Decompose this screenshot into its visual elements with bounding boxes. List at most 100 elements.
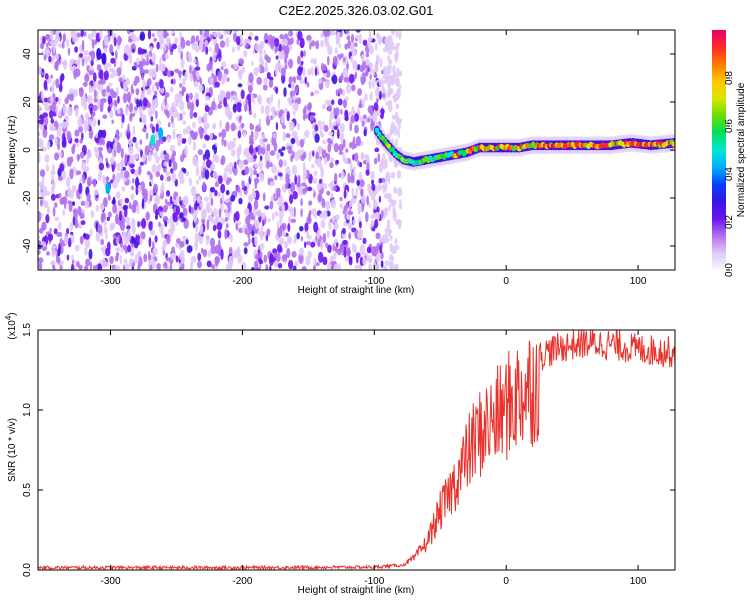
- spectrogram-noise-blob: [154, 97, 158, 107]
- spectrogram-noise-blob: [105, 233, 108, 240]
- spectrogram-noise-blob: [253, 199, 259, 210]
- spectrogram-noise-blob: [269, 200, 274, 210]
- spectrogram-noise-blob: [137, 221, 141, 228]
- spectrogram-noise-blob: [171, 30, 175, 35]
- spectrogram-noise-blob: [397, 129, 400, 139]
- spectrogram-noise-blob: [101, 97, 107, 104]
- spectrogram-noise-blob: [149, 264, 153, 270]
- spectrogram-noise-blob: [145, 60, 150, 66]
- snr-frame: [37, 329, 676, 571]
- spectrogram-noise-blob: [374, 63, 379, 73]
- spectrogram-noise-blob: [312, 265, 316, 270]
- spectrogram-noise-blob: [371, 179, 375, 185]
- spectrogram-noise-spot: [105, 182, 111, 195]
- spectrogram-noise-blob: [311, 163, 315, 168]
- spectrogram-noise-blob: [128, 202, 132, 210]
- spectrogram-noise-blob: [198, 84, 204, 92]
- spectrogram-noise-blob: [170, 102, 177, 112]
- spectrogram-noise-blob: [112, 203, 118, 214]
- spectrogram-noise-blob: [111, 164, 115, 173]
- spectrogram-noise-blob: [91, 111, 96, 117]
- spectrogram-noise-blob: [332, 186, 337, 191]
- spectrogram-noise-blob: [125, 216, 130, 224]
- spectrogram-noise-blob: [374, 147, 380, 153]
- spectrogram-noise-blob: [257, 144, 262, 156]
- spectrogram-noise-blob: [136, 98, 140, 108]
- spectrogram-noise-blob: [368, 79, 372, 90]
- spectrogram-noise-blob: [379, 244, 383, 254]
- spectrogram-noise-blob: [126, 154, 131, 162]
- spectrogram-noise-blob: [266, 228, 271, 237]
- spectrogram-noise-blob: [117, 234, 120, 243]
- spectrogram-noise-blob: [388, 261, 395, 270]
- spectrogram-noise-blob: [312, 177, 318, 184]
- spectrogram-noise-blob: [163, 161, 168, 167]
- spectrogram-noise-blob: [109, 256, 114, 264]
- spectrogram-noise-blob: [323, 64, 327, 72]
- spectrogram-noise-blob: [364, 93, 368, 102]
- spectrogram-noise-blob: [223, 30, 228, 36]
- spectrogram-noise-blob: [217, 191, 221, 198]
- spectrogram-noise-blob: [81, 58, 85, 67]
- spectrogram-noise-blob: [148, 250, 151, 262]
- spectrogram-noise-blob: [163, 42, 167, 52]
- spectrogram-noise-blob: [245, 215, 251, 225]
- spectrogram-noise-blob: [374, 42, 378, 51]
- spectrogram-noise-blob: [202, 181, 206, 192]
- spectrogram-noise-blob: [62, 196, 68, 205]
- spectrogram-noise-blob: [135, 37, 140, 42]
- spectrogram-noise-blob: [99, 169, 103, 178]
- spectrogram-noise-blob: [314, 124, 319, 132]
- spectrogram-noise-blob: [323, 72, 327, 77]
- spectrogram-noise-blob: [237, 69, 244, 77]
- spectrogram-noise-blob: [262, 192, 266, 202]
- spectrogram-noise-blob: [193, 202, 198, 211]
- spectrogram-noise-blob: [120, 247, 124, 253]
- spectrogram-noise-blob: [78, 125, 83, 133]
- spectrogram-noise-blob: [78, 53, 83, 58]
- spectrogram-noise-blob: [347, 39, 352, 49]
- spectrogram-noise-blob: [175, 205, 180, 215]
- spectrogram-noise-blob: [285, 182, 289, 190]
- spectrogram-noise-blob: [230, 90, 235, 96]
- spectrogram-noise-blob: [269, 150, 276, 156]
- spectrogram-noise-blob: [67, 106, 73, 117]
- spectrogram-noise-blob: [40, 212, 44, 219]
- spectrogram-noise-blob: [398, 30, 402, 40]
- spectrogram-noise-blob: [371, 183, 376, 192]
- spectrogram-noise-blob: [74, 46, 78, 53]
- spectrogram-noise-blob: [265, 150, 270, 160]
- spectrogram-noise-blob: [380, 260, 384, 268]
- spectrogram-noise-blob: [254, 235, 258, 247]
- spectrogram-noise-blob: [172, 161, 178, 171]
- spectrogram-noise-blob: [317, 78, 323, 84]
- spectrogram-noise-blob: [69, 58, 75, 65]
- spectrogram-noise-blob: [43, 54, 47, 61]
- spectrogram-noise-blob: [231, 141, 236, 149]
- colorbar-tick-label: 0.2: [724, 215, 735, 229]
- spectrogram-noise-blob: [179, 113, 183, 121]
- spectrogram-noise-blob: [227, 77, 230, 82]
- spectrogram-noise-blob: [148, 189, 154, 199]
- spectrogram-noise-blob: [362, 97, 365, 109]
- spectrogram-noise-blob: [249, 169, 253, 180]
- spectrogram-noise-blob: [162, 240, 167, 248]
- spectrogram-noise-blob: [347, 172, 351, 184]
- spectrogram-noise-blob: [115, 129, 120, 137]
- spectrogram-noise-blob: [260, 105, 265, 114]
- spectrogram-noise-blob: [209, 237, 216, 248]
- spectrogram-noise-blob: [375, 253, 381, 263]
- spectrogram-noise-blob: [254, 260, 258, 269]
- spectrogram-noise-blob: [388, 204, 391, 212]
- spectrogram-noise-blob: [51, 83, 55, 93]
- spectrogram-noise-blob: [306, 35, 312, 41]
- spectrogram-noise-blob: [132, 48, 135, 53]
- spectrogram-noise-blob: [389, 128, 394, 136]
- spectrogram-noise-blob: [368, 201, 371, 208]
- spectrogram-noise-blob: [93, 146, 99, 153]
- snr-multiplier: (x104): [4, 312, 18, 339]
- spectrogram-noise-blob: [169, 86, 174, 93]
- spectrogram-noise-blob: [339, 243, 345, 253]
- spectrogram-noise-blob: [151, 52, 157, 63]
- spectrogram-noise-blob: [71, 259, 75, 264]
